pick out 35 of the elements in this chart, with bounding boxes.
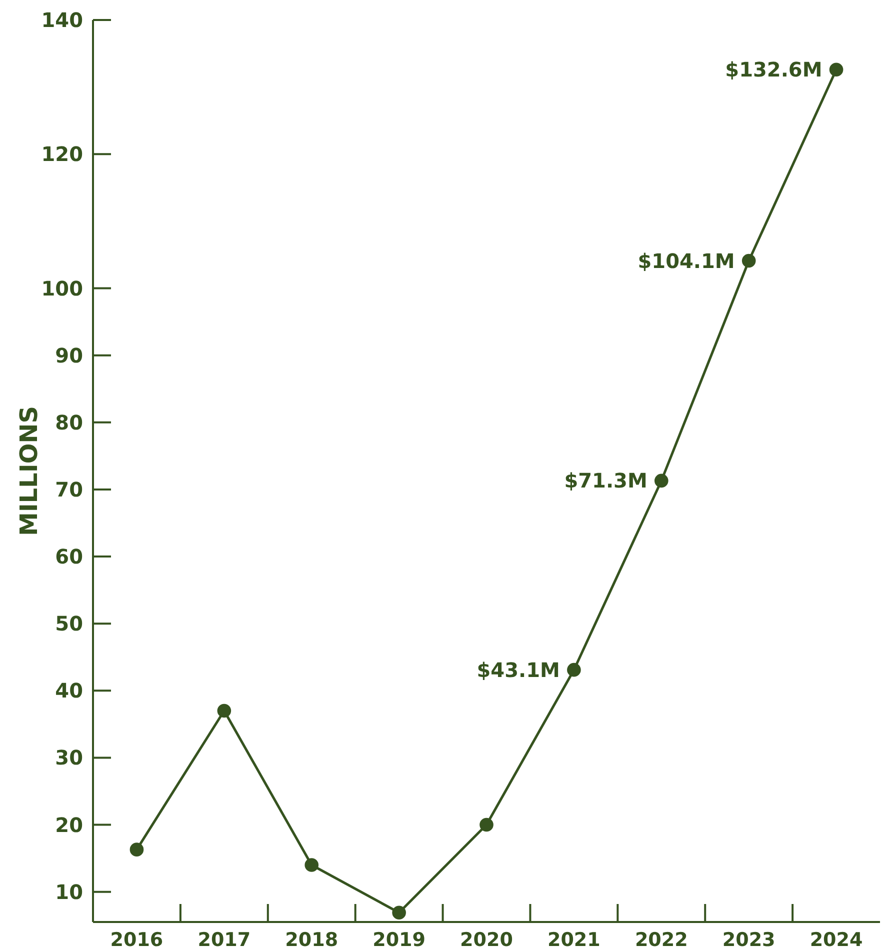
y-tick-label: 70 [55, 477, 83, 502]
x-tick-label: 2017 [198, 929, 251, 951]
data-label: $132.6M [725, 58, 822, 82]
point [654, 474, 668, 488]
point [130, 842, 144, 856]
y-tick-label: 90 [55, 343, 83, 368]
y-tick-label: 40 [55, 678, 83, 703]
x-tick-label: 2020 [460, 929, 513, 951]
point [567, 662, 581, 677]
x-tick-label: 2022 [634, 929, 688, 951]
y-tick-label: 50 [55, 612, 83, 636]
y-tick-label: 60 [55, 544, 83, 569]
x-tick-label: 2021 [548, 929, 600, 951]
data-label: $43.1M [476, 658, 560, 682]
y-tick-label: 140 [41, 8, 83, 32]
x-tick-label: 2016 [110, 929, 164, 951]
point [480, 818, 494, 832]
point [829, 62, 844, 77]
data-label: $71.3M [564, 468, 648, 493]
x-tick-label: 2018 [285, 929, 338, 951]
data-label: $104.1M [638, 248, 735, 273]
y-tick-label: 30 [55, 746, 83, 770]
point [304, 858, 319, 872]
x-tick-label: 2019 [372, 929, 426, 951]
y-tick-label: 100 [41, 276, 83, 300]
x-tick-label: 2024 [810, 929, 863, 951]
y-tick-label: 80 [55, 410, 83, 434]
y-tick-label: 120 [41, 142, 83, 166]
point [217, 704, 232, 718]
y-axis-title: MILLIONS [15, 406, 43, 536]
point [392, 906, 406, 920]
y-tick-label: 10 [55, 880, 83, 904]
x-tick-label: 2023 [722, 929, 776, 951]
point [742, 254, 756, 268]
y-tick-label: 20 [55, 812, 83, 837]
